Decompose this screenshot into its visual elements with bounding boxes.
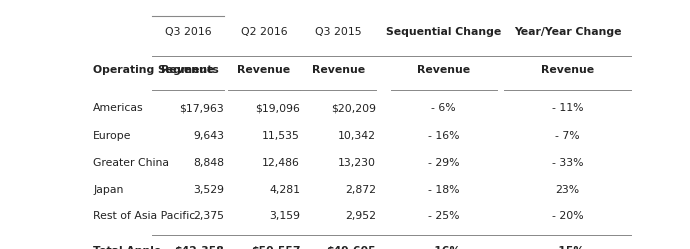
Text: $17,963: $17,963 xyxy=(179,103,224,113)
Text: Revenue: Revenue xyxy=(541,65,594,75)
Text: Rest of Asia Pacific: Rest of Asia Pacific xyxy=(93,211,195,221)
Text: 2,872: 2,872 xyxy=(345,185,376,195)
Text: $19,096: $19,096 xyxy=(255,103,300,113)
Text: Japan: Japan xyxy=(93,185,124,195)
Text: - 18%: - 18% xyxy=(428,185,460,195)
Text: 3,529: 3,529 xyxy=(193,185,224,195)
Text: $50,557: $50,557 xyxy=(250,247,300,249)
Text: 2,952: 2,952 xyxy=(345,211,376,221)
Text: $42,358: $42,358 xyxy=(175,247,224,249)
Text: 9,643: 9,643 xyxy=(193,131,224,141)
Text: 2,375: 2,375 xyxy=(193,211,224,221)
Text: - 6%: - 6% xyxy=(431,103,456,113)
Text: Total Apple: Total Apple xyxy=(93,247,161,249)
Text: Q3 2015: Q3 2015 xyxy=(315,27,362,37)
Text: Greater China: Greater China xyxy=(93,158,169,168)
Text: Revenue: Revenue xyxy=(417,65,470,75)
Text: - 15%: - 15% xyxy=(551,247,584,249)
Text: 23%: 23% xyxy=(555,185,580,195)
Text: 11,535: 11,535 xyxy=(262,131,300,141)
Text: Revenue: Revenue xyxy=(312,65,364,75)
Text: Sequential Change: Sequential Change xyxy=(386,27,502,37)
Text: - 16%: - 16% xyxy=(428,131,460,141)
Text: Year/Year Change: Year/Year Change xyxy=(514,27,621,37)
Text: 10,342: 10,342 xyxy=(338,131,376,141)
Text: 8,848: 8,848 xyxy=(193,158,224,168)
Text: - 7%: - 7% xyxy=(555,131,580,141)
Text: 3,159: 3,159 xyxy=(269,211,300,221)
Text: $20,209: $20,209 xyxy=(331,103,376,113)
Text: - 16%: - 16% xyxy=(426,247,461,249)
Text: - 20%: - 20% xyxy=(552,211,583,221)
Text: Americas: Americas xyxy=(93,103,144,113)
Text: Revenue: Revenue xyxy=(237,65,290,75)
Text: 13,230: 13,230 xyxy=(338,158,376,168)
Text: 12,486: 12,486 xyxy=(262,158,300,168)
Text: - 29%: - 29% xyxy=(428,158,460,168)
Text: Q3 2016: Q3 2016 xyxy=(165,27,211,37)
Text: Europe: Europe xyxy=(93,131,132,141)
Text: Operating Segments: Operating Segments xyxy=(93,65,219,75)
Text: $49,605: $49,605 xyxy=(326,247,376,249)
Text: - 11%: - 11% xyxy=(552,103,583,113)
Text: 4,281: 4,281 xyxy=(269,185,300,195)
Text: - 25%: - 25% xyxy=(428,211,460,221)
Text: Q2 2016: Q2 2016 xyxy=(241,27,287,37)
Text: Revenue: Revenue xyxy=(161,65,215,75)
Text: - 33%: - 33% xyxy=(552,158,583,168)
